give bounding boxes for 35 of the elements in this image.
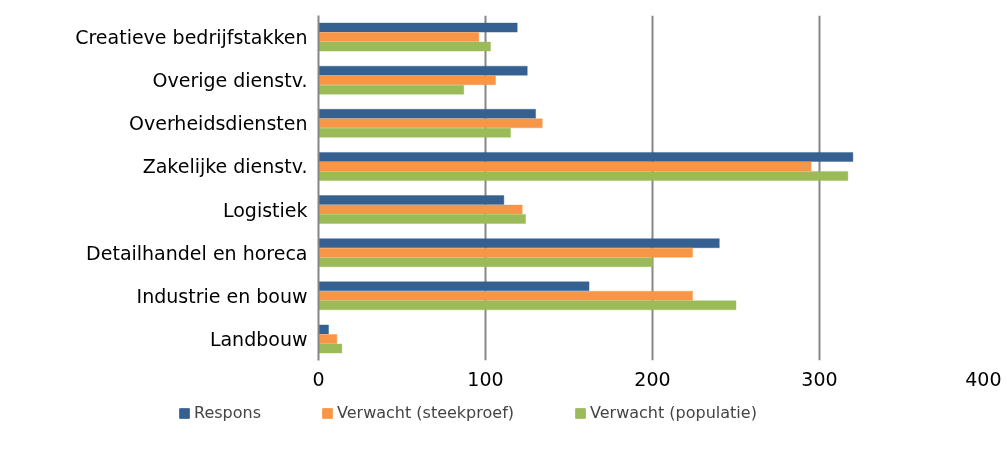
x-tick-label: 200	[634, 367, 671, 390]
bar	[318, 257, 653, 268]
x-tick-label: 0	[312, 367, 325, 390]
y-tick-label: Creatieve bedrijfstakken	[75, 26, 308, 49]
bar	[318, 84, 465, 95]
bar	[318, 151, 854, 162]
bar	[318, 170, 849, 181]
bar	[318, 41, 492, 52]
x-tick-label: 100	[467, 367, 504, 390]
bar	[318, 204, 523, 215]
y-tick-label: Zakelijke dienstv.	[142, 155, 308, 178]
y-tick-label: Industrie en bouw	[136, 284, 308, 307]
bar	[318, 238, 720, 249]
bar	[318, 247, 694, 258]
y-tick-label: Detailhandel en horeca	[86, 241, 308, 264]
bar	[318, 214, 527, 225]
bar	[318, 300, 737, 311]
bar	[318, 127, 512, 138]
bar	[318, 281, 590, 292]
bar	[318, 290, 694, 301]
y-tick-label: Overheidsdiensten	[129, 112, 308, 135]
bar	[318, 161, 812, 172]
y-tick-label: Overige dienstv.	[152, 69, 308, 92]
x-tick-label: 400	[965, 367, 1002, 390]
y-tick-label: Logistiek	[222, 198, 308, 221]
legend-label: Verwacht (populatie)	[590, 403, 757, 422]
bar	[318, 118, 543, 129]
bar	[318, 22, 518, 33]
bar	[318, 75, 497, 86]
legend-label: Verwacht (steekproef)	[337, 403, 515, 422]
x-tick-label: 300	[801, 367, 838, 390]
legend-label: Respons	[194, 403, 261, 422]
bar	[318, 65, 528, 76]
bar	[318, 343, 343, 354]
y-tick-label: Landbouw	[209, 327, 308, 350]
